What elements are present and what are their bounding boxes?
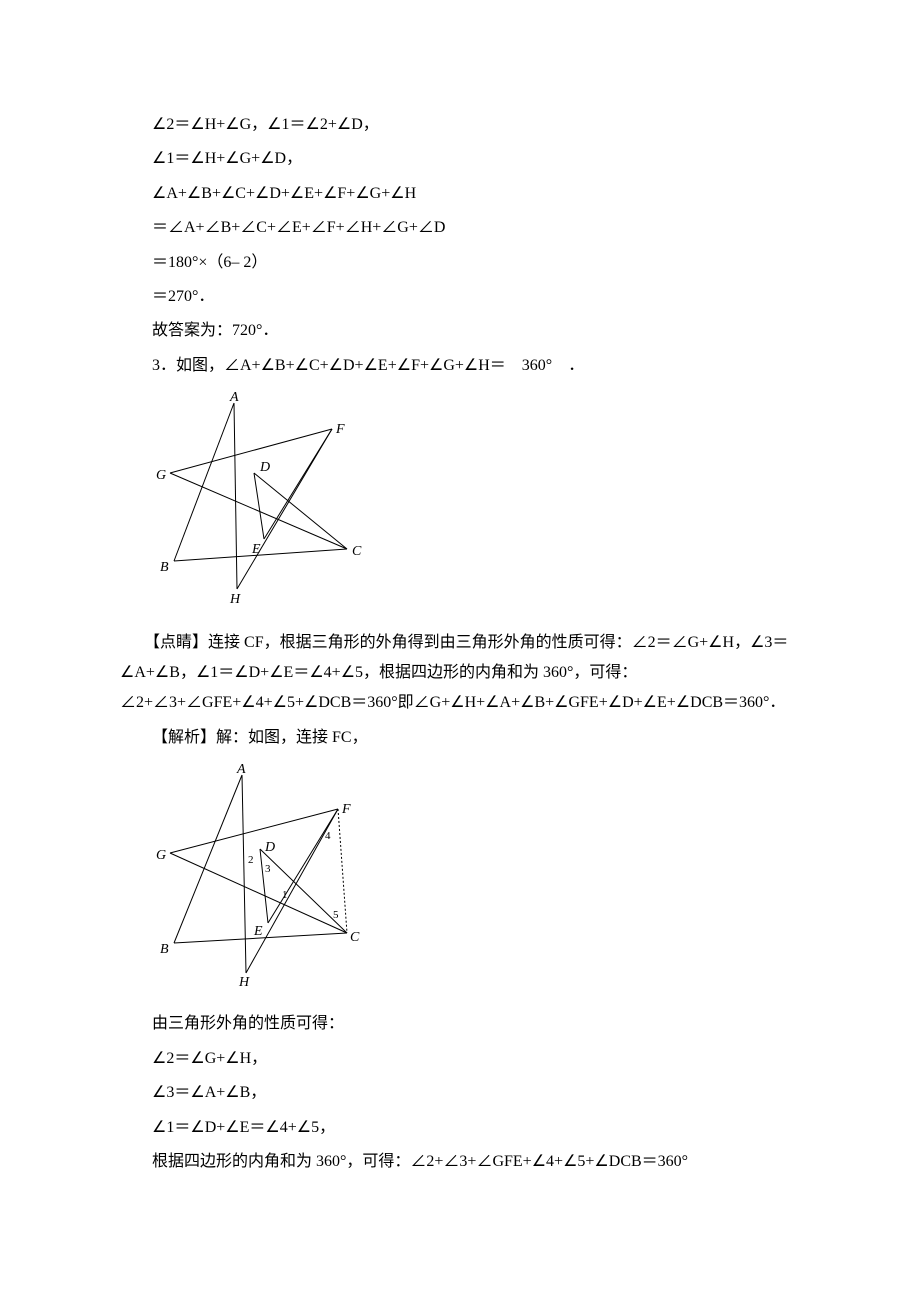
label-D: D xyxy=(259,460,270,475)
math-line: ＝270°． xyxy=(120,282,800,312)
edge xyxy=(234,403,237,589)
label-F: F xyxy=(341,802,351,817)
solution-line: 根据四边形的内角和为 360°，可得：∠2+∠3+∠GFE+∠4+∠5+∠DCB… xyxy=(120,1147,800,1177)
label-D: D xyxy=(264,840,275,855)
label-B: B xyxy=(160,942,169,957)
math-line: ∠A+∠B+∠C+∠D+∠E+∠F+∠G+∠H xyxy=(120,179,800,209)
edge xyxy=(260,849,268,923)
label-A: A xyxy=(229,391,239,405)
edge xyxy=(174,403,234,561)
label-F: F xyxy=(335,422,345,437)
edge xyxy=(242,775,246,973)
math-line: ＝180°×（6– 2） xyxy=(120,248,800,278)
edge-dashed xyxy=(338,809,347,933)
edge xyxy=(170,429,332,473)
geometry-figure-1: A F G D E C B H xyxy=(152,391,800,617)
label-C: C xyxy=(352,544,362,559)
angle-2: 2 xyxy=(248,854,254,866)
solution-line: ∠3＝∠A+∠B， xyxy=(120,1078,800,1108)
geometry-figure-2: A F G D E C B H 2 3 1 4 5 xyxy=(152,763,800,999)
figure-svg: A F G D E C B H xyxy=(152,391,372,606)
edge xyxy=(237,429,332,589)
angle-1: 1 xyxy=(282,889,288,901)
label-G: G xyxy=(156,468,166,483)
analysis-paragraph: 【点睛】连接 CF，根据三角形的外角得到由三角形外角的性质可得：∠2＝∠G+∠H… xyxy=(120,628,800,719)
problem-statement: 3．如图，∠A+∠B+∠C+∠D+∠E+∠F+∠G+∠H＝ 360° ． xyxy=(120,351,800,381)
angle-4: 4 xyxy=(325,830,331,842)
solution-line: 由三角形外角的性质可得： xyxy=(120,1009,800,1039)
document-body: ∠2＝∠H+∠G，∠1＝∠2+∠D， ∠1＝∠H+∠G+∠D， ∠A+∠B+∠C… xyxy=(120,110,800,1177)
math-line: ∠2＝∠H+∠G，∠1＝∠2+∠D， xyxy=(120,110,800,140)
edge xyxy=(170,473,347,549)
solution-line: ∠2＝∠G+∠H， xyxy=(120,1044,800,1074)
solution-line: ∠1＝∠D+∠E＝∠4+∠5， xyxy=(120,1113,800,1143)
math-line: ∠1＝∠H+∠G+∠D， xyxy=(120,144,800,174)
edge xyxy=(254,473,264,539)
label-H: H xyxy=(229,592,241,606)
edge xyxy=(170,809,338,853)
angle-3: 3 xyxy=(265,863,271,875)
solution-intro: 【解析】解：如图，连接 FC， xyxy=(120,723,800,753)
figure-svg: A F G D E C B H 2 3 1 4 5 xyxy=(152,763,377,988)
edge xyxy=(170,853,347,933)
label-C: C xyxy=(350,930,360,945)
label-E: E xyxy=(253,924,263,939)
math-line: ＝∠A+∠B+∠C+∠E+∠F+∠H+∠G+∠D xyxy=(120,213,800,243)
label-A: A xyxy=(236,763,246,777)
angle-5: 5 xyxy=(333,909,339,921)
label-E: E xyxy=(251,542,261,557)
label-G: G xyxy=(156,848,166,863)
edge xyxy=(268,809,338,923)
label-B: B xyxy=(160,560,169,575)
analysis-text: 【点睛】连接 CF，根据三角形的外角得到由三角形外角的性质可得：∠2＝∠G+∠H… xyxy=(120,634,788,712)
label-H: H xyxy=(238,975,250,988)
answer-line: 故答案为：720°． xyxy=(120,316,800,346)
